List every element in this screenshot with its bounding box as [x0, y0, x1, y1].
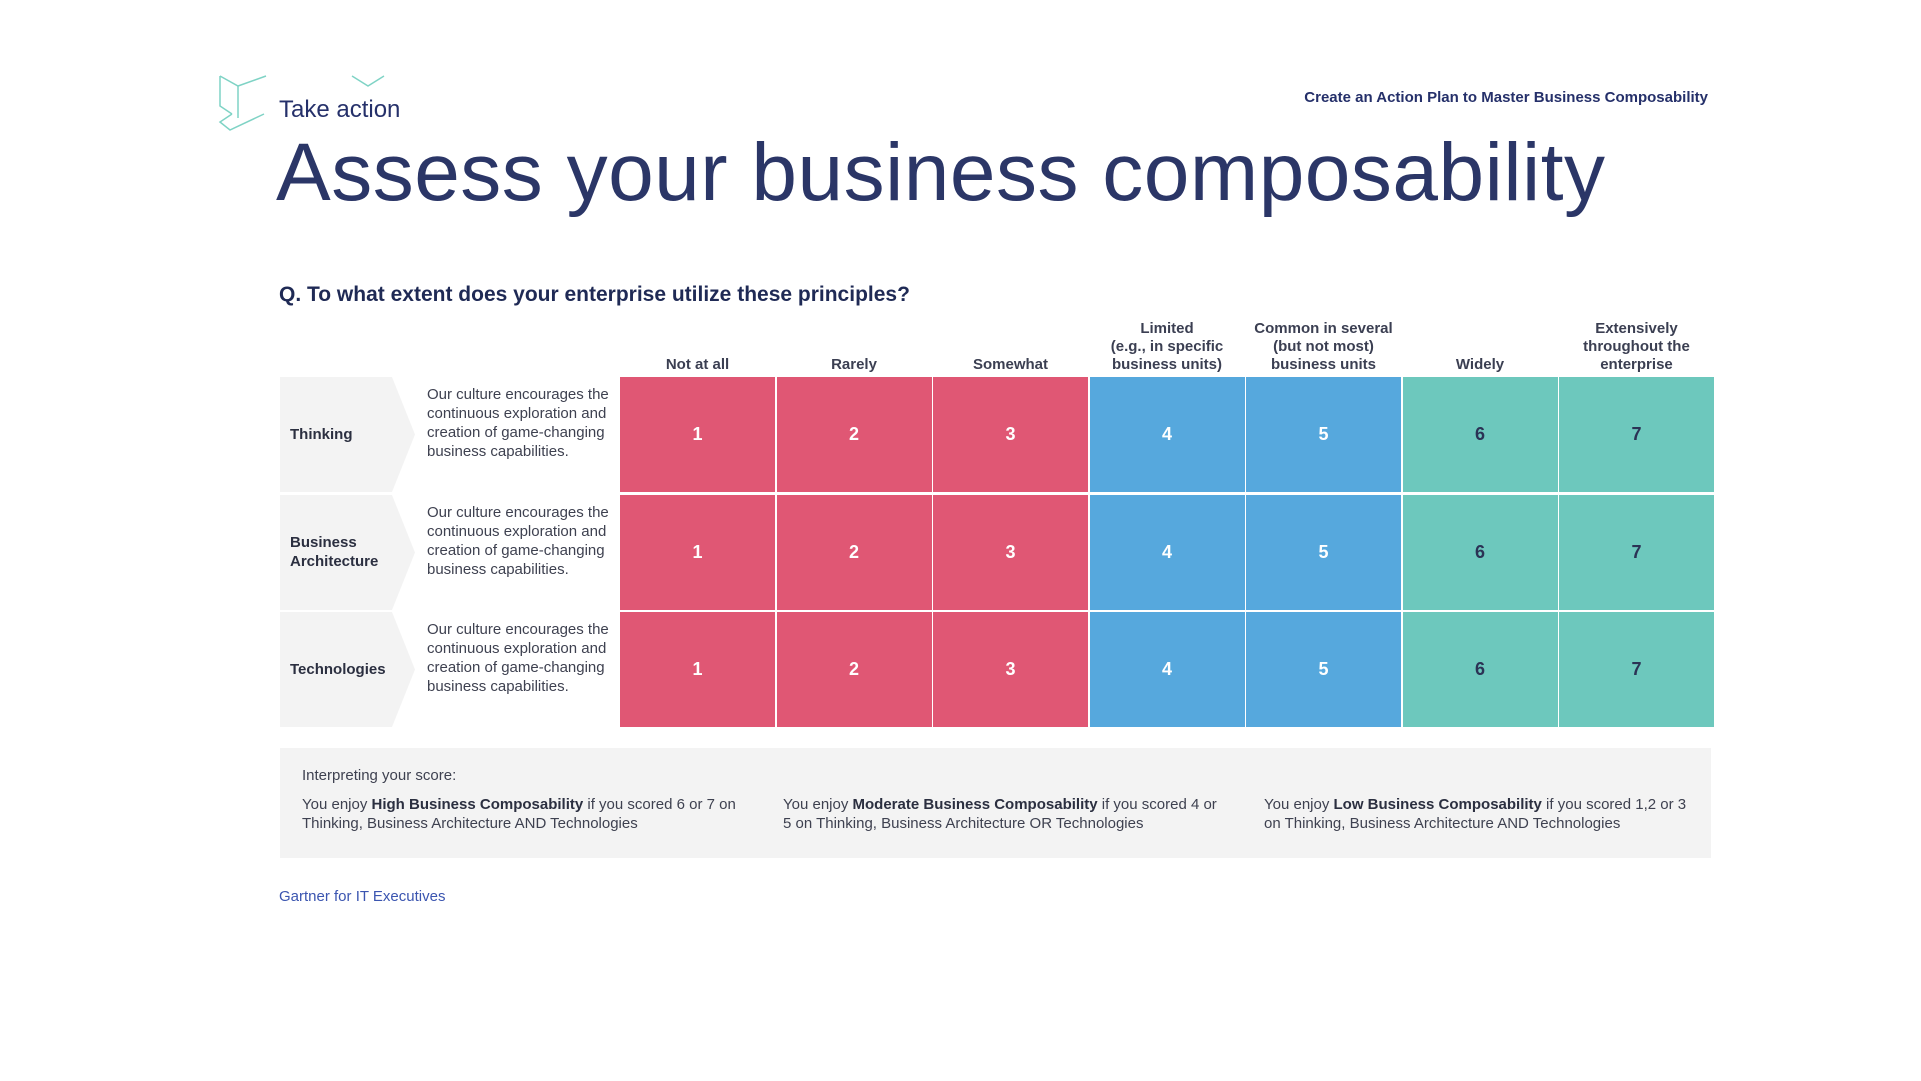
question-text: Q. To what extent does your enterprise u… — [279, 283, 910, 306]
column-header-1: Not at all — [665, 356, 730, 373]
score-low: You enjoy Low Business Composability if … — [1264, 796, 1687, 832]
score-cell-1-1[interactable]: 1 — [620, 377, 775, 492]
score-cell-3-3[interactable]: 3 — [933, 612, 1088, 727]
row-description: Our culture encourages the continuous ex… — [427, 386, 609, 460]
row-label: Thinking — [280, 377, 415, 492]
score-cell-2-1[interactable]: 1 — [620, 494, 775, 610]
score-cell-2-2[interactable]: 2 — [776, 494, 932, 610]
footer-link[interactable]: Gartner for IT Executives — [279, 888, 446, 905]
score-cell-2-7[interactable]: 7 — [1559, 494, 1714, 610]
score-cell-2-6[interactable]: 6 — [1402, 494, 1558, 610]
score-cell-3-6[interactable]: 6 — [1402, 612, 1558, 727]
document-title: Create an Action Plan to Master Business… — [1304, 89, 1708, 106]
score-cell-3-1[interactable]: 1 — [620, 612, 775, 727]
score-cell-3-7[interactable]: 7 — [1559, 612, 1714, 727]
score-cell-1-2[interactable]: 2 — [776, 377, 932, 492]
score-cell-1-7[interactable]: 7 — [1559, 377, 1714, 492]
row-label-text: Technologies — [290, 661, 386, 678]
row-label: Business Architecture — [280, 494, 415, 610]
column-header-2: Rarely — [831, 356, 877, 373]
section-label: Take action — [279, 96, 401, 123]
score-cell-2-3[interactable]: 3 — [933, 494, 1088, 610]
row-label: Technologies — [280, 612, 415, 727]
column-header-5: Common in several (but not most) busines… — [1254, 320, 1393, 373]
score-heading: Interpreting your score: — [302, 767, 457, 784]
page-title: Assess your business composability — [276, 127, 1606, 218]
score-cell-3-4[interactable]: 4 — [1089, 612, 1245, 727]
score-cell-1-6[interactable]: 6 — [1402, 377, 1558, 492]
logo-icon — [218, 75, 385, 131]
chevron-shape — [280, 494, 415, 610]
column-header-4: Limited (e.g., in specific business unit… — [1110, 320, 1224, 373]
score-cell-1-4[interactable]: 4 — [1089, 377, 1245, 492]
row-description: Our culture encourages the continuous ex… — [427, 503, 609, 578]
row-label-text: Thinking — [290, 426, 353, 443]
score-cell-1-5[interactable]: 5 — [1246, 377, 1401, 492]
chevron-shape — [280, 612, 415, 727]
column-header-3: Somewhat — [972, 356, 1048, 373]
score-cell-3-5[interactable]: 5 — [1246, 612, 1401, 727]
score-high: You enjoy High Business Composability if… — [302, 796, 736, 832]
score-cell-3-2[interactable]: 2 — [776, 612, 932, 727]
score-cell-1-3[interactable]: 3 — [933, 377, 1088, 492]
score-moderate: You enjoy Moderate Business Composabilit… — [783, 796, 1217, 832]
column-header-7: Extensively throughout the enterprise — [1583, 320, 1690, 373]
chevron-shape — [280, 377, 415, 492]
column-header-6: Widely — [1455, 356, 1505, 373]
score-cell-2-4[interactable]: 4 — [1089, 494, 1245, 610]
row-label-text: Business Architecture — [290, 534, 379, 570]
score-cell-2-5[interactable]: 5 — [1246, 494, 1401, 610]
score-interpretation-panel: Interpreting your score: You enjoy High … — [280, 748, 1711, 858]
row-description: Our culture encourages the continuous ex… — [427, 621, 609, 695]
